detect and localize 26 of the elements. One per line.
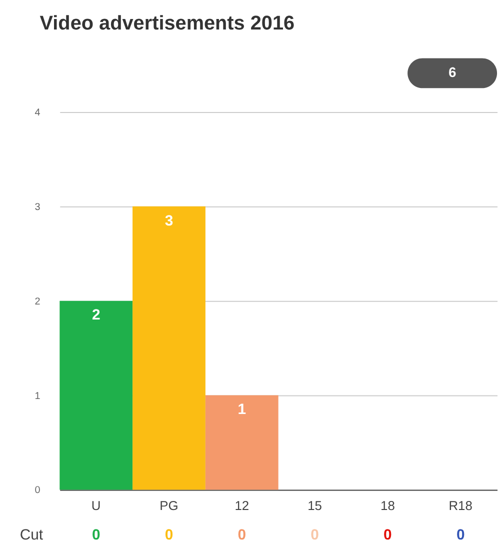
text: 0 xyxy=(384,527,392,544)
x-tick-label: U xyxy=(91,498,101,514)
text: 0 xyxy=(456,527,465,544)
x-tick-label: R18 xyxy=(448,498,472,514)
text: 0 xyxy=(164,527,174,544)
data-label: 2 xyxy=(92,308,100,324)
y-tick-label: 2 xyxy=(34,296,41,308)
text: Cut xyxy=(20,527,44,544)
text: 0 xyxy=(310,527,319,544)
data-label: 3 xyxy=(164,213,174,230)
bar xyxy=(132,206,206,490)
y-tick-label: 1 xyxy=(34,390,41,402)
text: 0 xyxy=(92,527,100,544)
y-tick-label: 0 xyxy=(34,485,41,496)
bar xyxy=(205,395,278,490)
y-tick-label: 3 xyxy=(34,202,41,213)
data-label: 1 xyxy=(238,402,246,418)
text: 6 xyxy=(448,64,456,80)
x-tick-label: 12 xyxy=(234,498,250,514)
text: 0 xyxy=(238,527,246,544)
x-tick-label: PG xyxy=(160,498,178,514)
x-tick-label: 18 xyxy=(380,498,395,514)
y-tick-label: 4 xyxy=(34,107,41,118)
chart-title: Video advertisements 2016 xyxy=(40,12,295,34)
x-tick-label: 15 xyxy=(308,498,322,514)
bar xyxy=(60,300,133,490)
